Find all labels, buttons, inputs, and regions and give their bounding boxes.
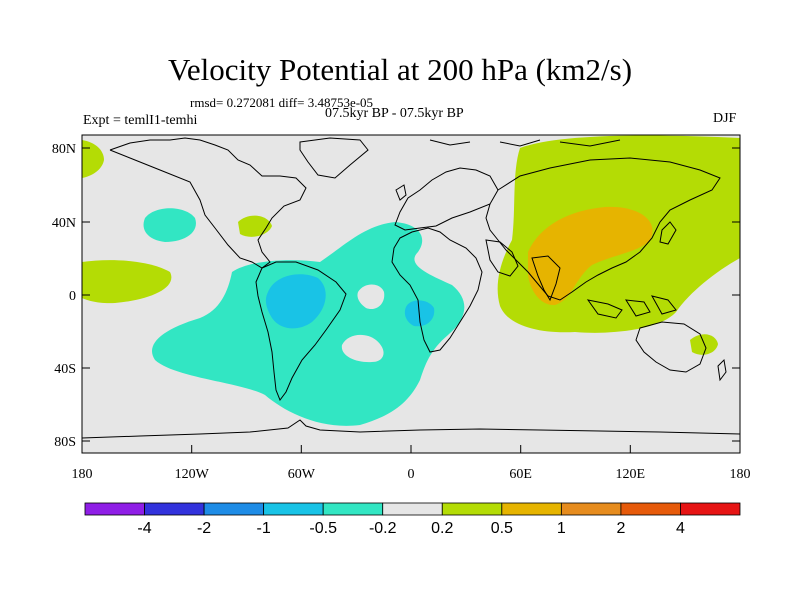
colorbar-label: -2	[196, 520, 212, 537]
positive-region-west-edge	[82, 260, 172, 304]
colorbar-swatch	[203, 502, 265, 516]
coast-arabia	[485, 239, 519, 277]
colorbar-label: 0.2	[431, 520, 454, 537]
colorbar-swatch	[680, 502, 741, 516]
x-label-60e: 60E	[509, 467, 532, 482]
negative-region-pacific	[143, 208, 196, 242]
x-ticks	[81, 445, 741, 453]
colorbar-swatch	[501, 502, 562, 516]
x-label-120w: 120W	[175, 467, 210, 482]
season-label: DJF	[713, 111, 737, 126]
colorbar-swatch	[382, 502, 443, 516]
coast-south-america	[255, 261, 347, 402]
x-label-180e: 180	[730, 467, 751, 482]
x-label-120e: 120E	[616, 467, 646, 482]
coastlines	[82, 137, 740, 439]
y-label-40n: 40N	[52, 216, 76, 231]
colorbar-label: -1	[256, 520, 271, 537]
plot-title: Velocity Potential at 200 hPa (km2/s)	[167, 52, 633, 87]
colorbar-label: 0.5	[490, 520, 513, 537]
coast-antarctica	[82, 419, 740, 439]
coast-japan	[659, 221, 677, 245]
neutral-hole-south-atlantic	[341, 334, 384, 363]
colorbar-swatch	[441, 502, 503, 516]
y-label-0: 0	[69, 289, 76, 304]
coast-arctic-islands	[429, 139, 621, 147]
coast-britain	[395, 184, 407, 201]
colorbar	[84, 502, 741, 516]
colorbar-swatch	[144, 502, 205, 516]
maximum-region-asia	[528, 206, 653, 306]
colorbar-swatch	[263, 502, 324, 516]
colorbar-swatch	[560, 502, 622, 516]
coast-north-america	[109, 137, 307, 269]
neutral-hole-atlantic	[357, 284, 385, 310]
coast-india	[531, 255, 561, 302]
minimum-region-south-america	[265, 274, 326, 329]
colorbar-label: 1	[556, 520, 566, 537]
coast-europe	[394, 167, 499, 231]
y-label-80s: 80S	[54, 435, 76, 450]
stats-subtitle: rmsd= 0.272081 diff= 3.48753e-05	[190, 95, 374, 110]
y-label-40s: 40S	[54, 362, 76, 377]
colorbar-label: -0.5	[309, 520, 337, 537]
coast-africa	[391, 227, 483, 353]
coast-new-zealand	[717, 358, 727, 382]
period-subtitle: 07.5kyr BP - 07.5kyr BP	[325, 106, 464, 121]
colorbar-label: 4	[676, 520, 685, 537]
colorbar-swatch	[322, 502, 384, 516]
colorbar-swatch	[620, 502, 681, 516]
x-label-0: 0	[408, 467, 415, 482]
y-label-80n: 80N	[52, 142, 76, 157]
experiment-label: Expt = temlI1-temhi	[83, 113, 198, 128]
y-ticks	[82, 147, 740, 442]
coast-asia	[485, 157, 721, 301]
x-label-60w: 60W	[288, 467, 316, 482]
colorbar-swatch	[84, 502, 145, 516]
contour-field	[82, 135, 740, 453]
colorbar-label: -4	[137, 520, 152, 537]
x-label-180w: 180	[72, 467, 93, 482]
coast-greenland	[299, 137, 369, 179]
positive-region-northwest	[82, 140, 104, 178]
coast-indonesia	[586, 295, 677, 319]
colorbar-label: 2	[616, 520, 626, 537]
colorbar-label: -0.2	[368, 520, 397, 537]
coast-australia	[635, 321, 707, 373]
